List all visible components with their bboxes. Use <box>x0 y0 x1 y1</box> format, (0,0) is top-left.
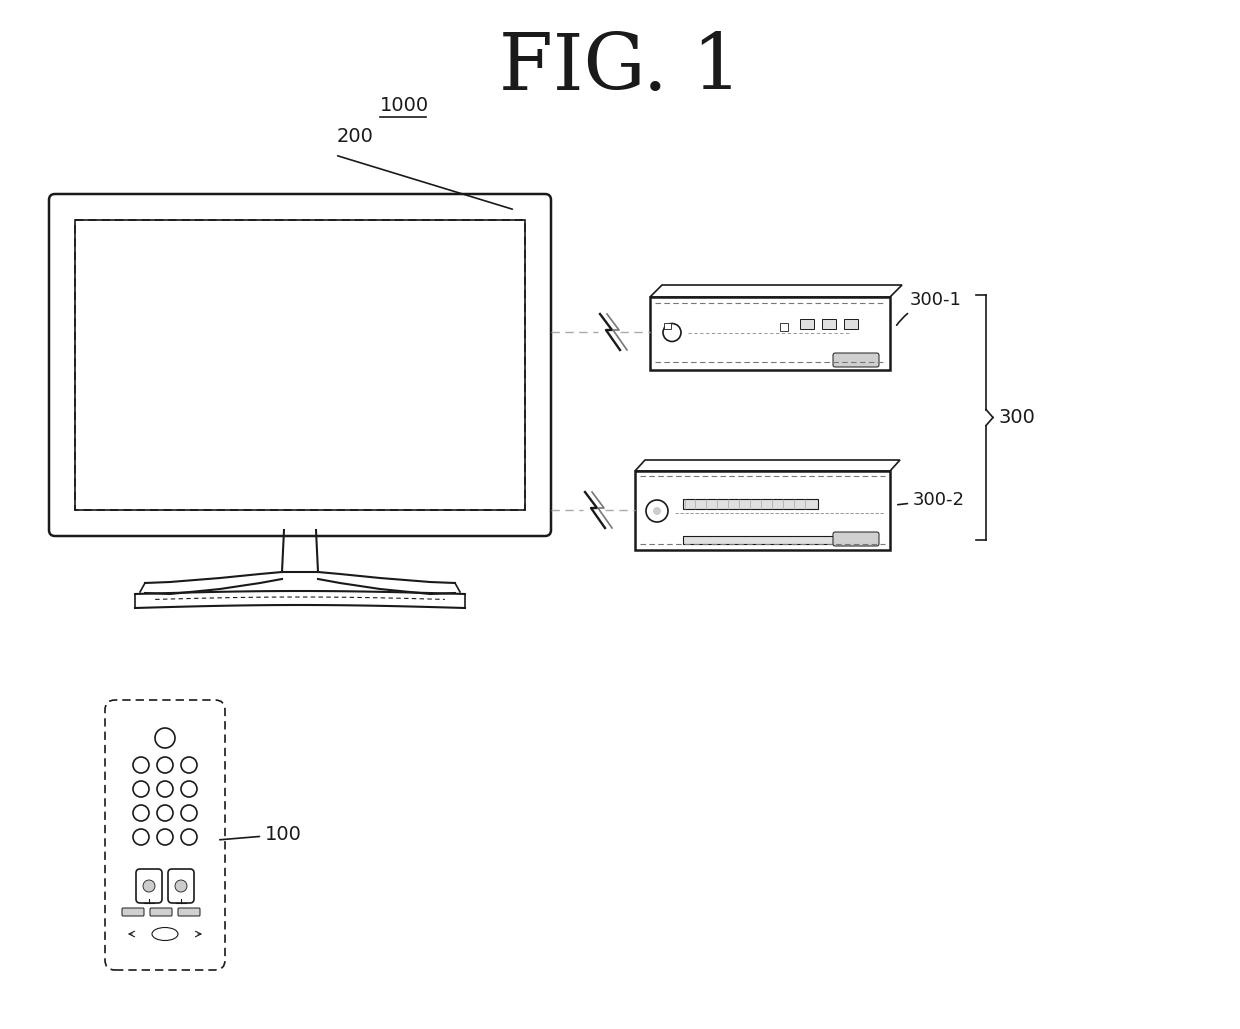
Bar <box>683 536 838 544</box>
Text: FIG. 1: FIG. 1 <box>498 30 742 106</box>
Bar <box>822 319 836 328</box>
Text: 1000: 1000 <box>379 96 429 115</box>
Text: 200: 200 <box>337 128 374 146</box>
Ellipse shape <box>153 927 179 941</box>
Polygon shape <box>635 460 900 471</box>
FancyBboxPatch shape <box>150 908 172 916</box>
FancyBboxPatch shape <box>105 700 224 970</box>
Circle shape <box>653 507 661 514</box>
FancyBboxPatch shape <box>136 870 162 903</box>
Circle shape <box>143 880 155 892</box>
Bar <box>683 499 818 509</box>
FancyBboxPatch shape <box>650 297 890 370</box>
FancyBboxPatch shape <box>122 908 144 916</box>
FancyBboxPatch shape <box>50 194 551 536</box>
FancyBboxPatch shape <box>833 353 879 367</box>
Text: 300-2: 300-2 <box>898 491 965 509</box>
Bar <box>844 319 858 328</box>
Text: 100: 100 <box>219 825 301 844</box>
Bar <box>780 322 787 330</box>
FancyBboxPatch shape <box>833 532 879 546</box>
Bar <box>663 322 671 328</box>
Circle shape <box>175 880 187 892</box>
Text: 300-1: 300-1 <box>897 291 962 325</box>
Text: 300: 300 <box>998 409 1035 427</box>
FancyBboxPatch shape <box>167 870 193 903</box>
Polygon shape <box>650 285 901 297</box>
FancyBboxPatch shape <box>635 471 890 549</box>
Bar <box>800 319 813 328</box>
FancyBboxPatch shape <box>179 908 200 916</box>
Bar <box>74 220 525 510</box>
